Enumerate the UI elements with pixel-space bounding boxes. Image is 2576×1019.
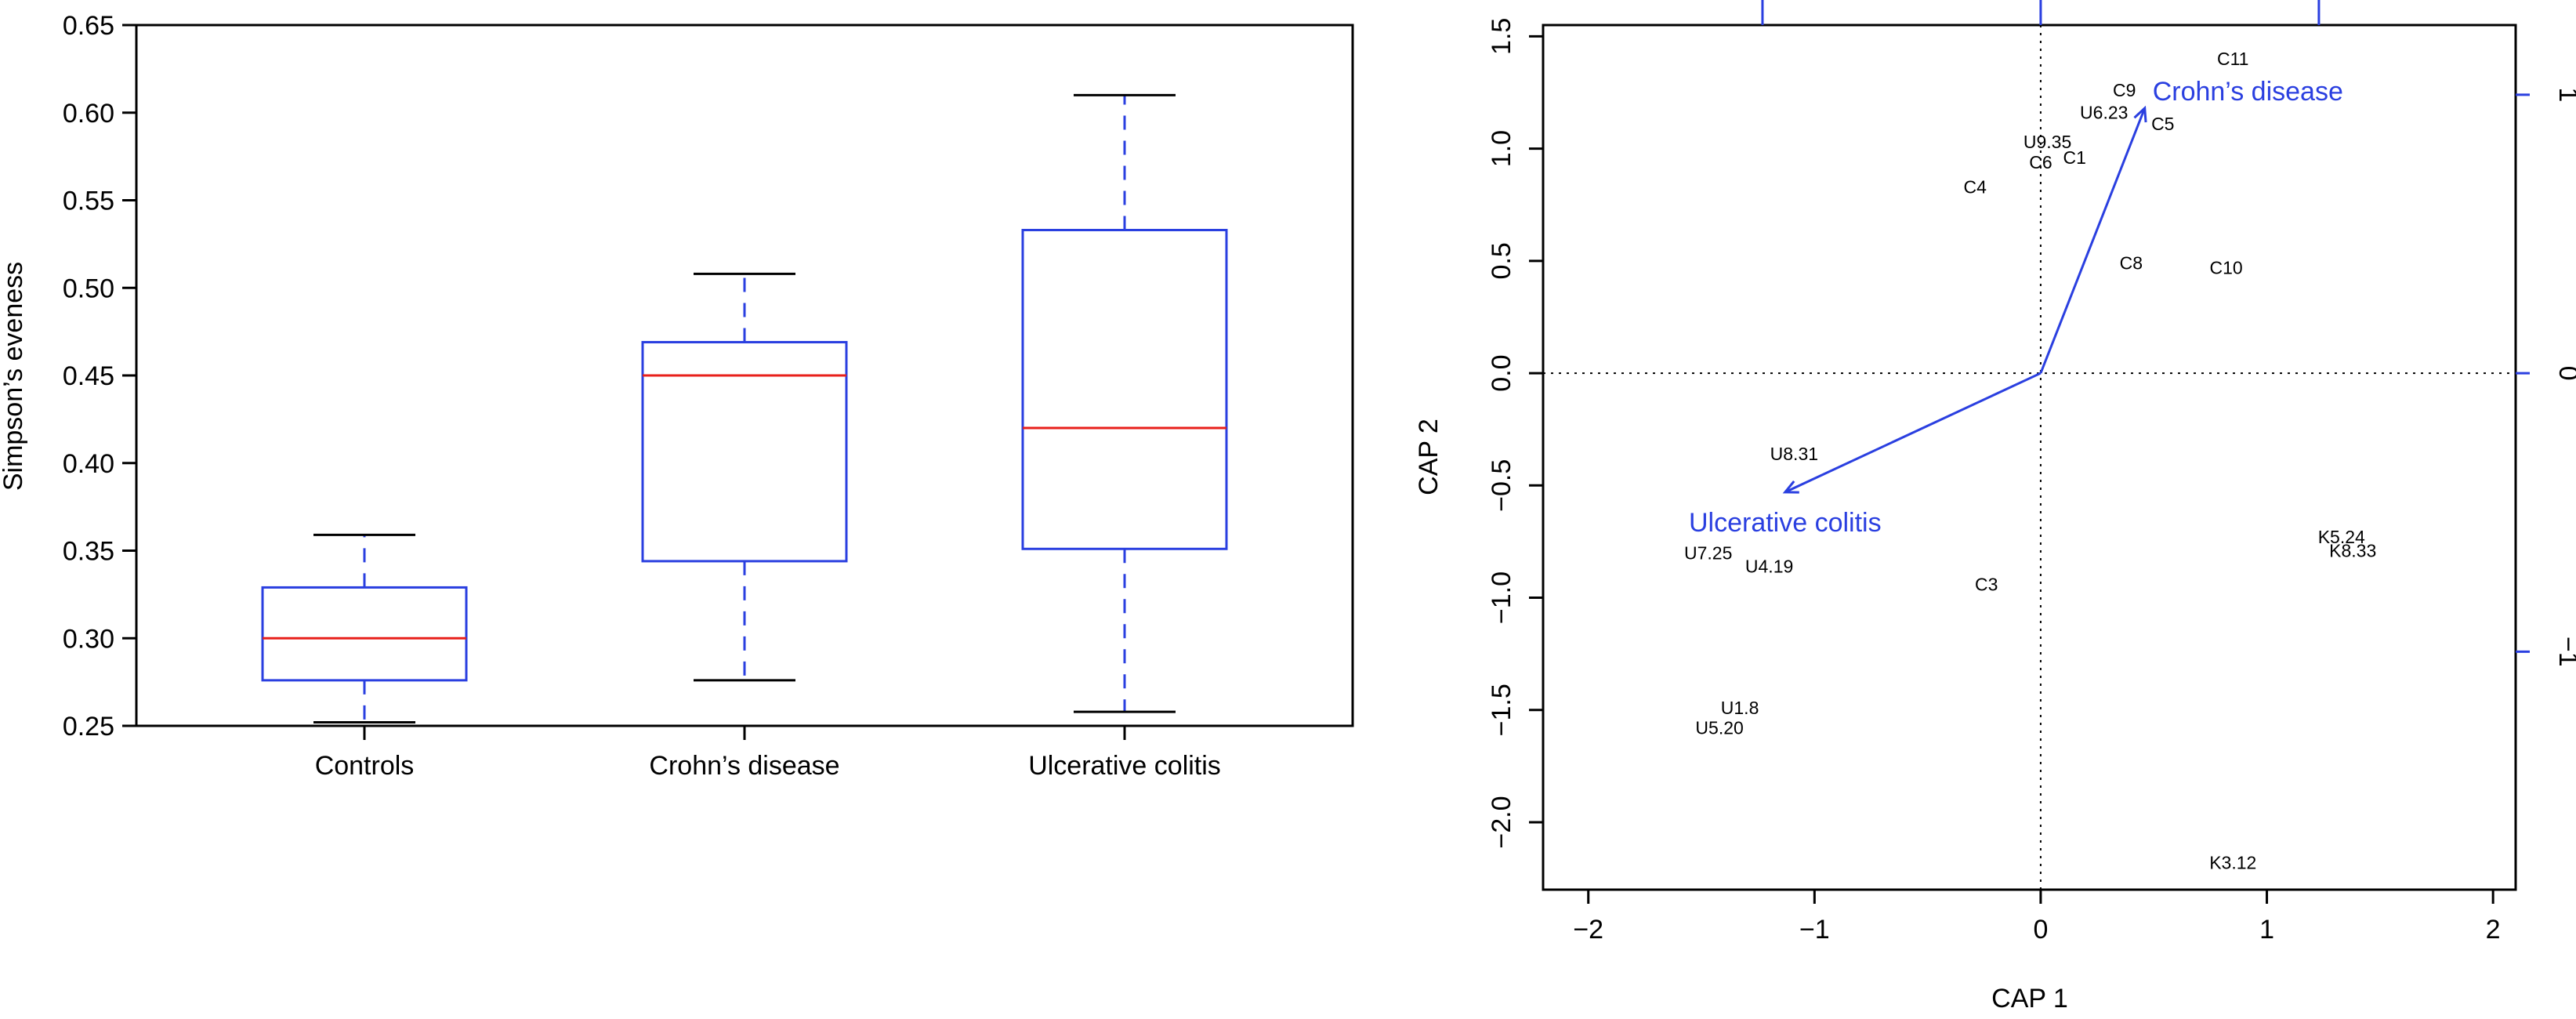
cap-point-label: C3 <box>1975 574 1998 594</box>
cap-y-tick-label: −0.5 <box>1487 459 1516 512</box>
cap-right-tick-label: −1 <box>2553 636 2576 667</box>
cap-point-label: C1 <box>2063 147 2086 168</box>
cap-vector-label: Ulcerative colitis <box>1689 508 1882 538</box>
cap-x-ticks: −2 −1 0 1 2 <box>1573 890 2501 945</box>
cap-y-ticks: −2.0 −1.5 −1.0 −0.5 0.0 0.5 1.0 1.5 <box>1487 18 1543 849</box>
cap-x-axis-label: CAP 1 <box>1991 984 2068 1014</box>
boxplot-x-tick-label: Ulcerative colitis <box>1028 751 1221 781</box>
box-1 <box>641 272 848 682</box>
boxplot-y-axis-label: Simpson’s eveness <box>0 262 28 491</box>
boxplot-x-tick-label: Crohn’s disease <box>649 751 839 781</box>
boxplot-y-tick-label: 0.35 <box>63 537 114 567</box>
box-0 <box>261 533 468 724</box>
cap-right-tick-label: 0 <box>2553 366 2576 381</box>
box-2 <box>1021 93 1228 713</box>
boxplot-panel: 0.25 0.30 0.35 0.40 0.45 0.50 0.55 0.60 0.65 Con… <box>0 11 1354 781</box>
cap-vector <box>1784 372 2042 494</box>
cap-point-label: U8.31 <box>1770 444 1818 464</box>
cap-frame <box>1542 24 2517 891</box>
boxplot-y-tick-label: 0.65 <box>63 11 114 41</box>
cap-x-tick-label: −1 <box>1799 915 1830 945</box>
cap-vector-arrowhead <box>1782 480 1799 494</box>
boxplot-x-ticks: Controls Crohn’s disease Ulcerative coliti… <box>315 726 1221 781</box>
boxplot-y-tick-label: 0.60 <box>63 99 114 129</box>
cap-right-axis-ticks: 1 0 −1 <box>2516 87 2576 667</box>
cap-x-tick-label: 1 <box>2259 915 2274 945</box>
cap-top-axis-ticks <box>1761 0 2321 25</box>
boxplot-y-tick-label: 0.55 <box>63 187 114 216</box>
boxplot-y-tick-label: 0.50 <box>63 274 114 303</box>
cap-point-label: K8.33 <box>2329 540 2376 560</box>
cap-vector-label: Crohn’s disease <box>2153 77 2343 107</box>
cap-x-tick-label: −2 <box>1573 915 1603 945</box>
cap-point-label: U4.19 <box>1745 556 1793 576</box>
box-body <box>1021 228 1228 550</box>
cap-point-label: C4 <box>1964 176 1987 197</box>
cap-y-tick-label: 0.5 <box>1487 242 1516 279</box>
cap-y-tick-label: −1.5 <box>1487 684 1516 736</box>
cap-point-label: K3.12 <box>2209 853 2256 873</box>
cap-point-label: U1.8 <box>1721 698 1759 718</box>
cap-vector-arrowhead <box>2133 105 2147 123</box>
cap-point-label: C9 <box>2113 80 2136 100</box>
cap-x-tick-label: 0 <box>2033 915 2048 945</box>
box-body <box>261 586 468 682</box>
cap-right-tick-label: 1 <box>2553 87 2576 102</box>
cap-point-label: K5.24 <box>2318 527 2365 547</box>
cap-point-label: U9.35 <box>2023 132 2071 152</box>
cap-y-tick-label: 1.5 <box>1487 18 1516 55</box>
cap-point-label: C5 <box>2151 114 2174 134</box>
box-body <box>641 341 848 563</box>
boxplot-y-ticks: 0.25 0.30 0.35 0.40 0.45 0.50 0.55 0.60 0.65 <box>63 11 136 742</box>
cap-point-label: C6 <box>2029 152 2052 172</box>
cap-point-label: C11 <box>2217 49 2249 69</box>
cap-y-tick-label: 0.0 <box>1487 354 1516 391</box>
boxplot-y-tick-label: 0.40 <box>63 449 114 479</box>
cap-y-tick-label: 1.0 <box>1487 130 1516 167</box>
cap-y-tick-label: −1.0 <box>1487 571 1516 624</box>
boxplot-y-tick-label: 0.25 <box>63 712 114 742</box>
cap-x-tick-label: 2 <box>2486 915 2501 945</box>
boxplot-y-tick-label: 0.30 <box>63 624 114 654</box>
cap-y-tick-label: −2.0 <box>1487 796 1516 848</box>
cap-reference-lines <box>1543 25 2516 890</box>
cap-point-label: U7.25 <box>1684 542 1732 563</box>
boxplot-marks <box>261 93 1228 724</box>
cap-point-label: U6.23 <box>2080 103 2128 123</box>
boxplot-y-tick-label: 0.45 <box>63 361 114 391</box>
cap-vector <box>2039 107 2147 374</box>
cap-point-label: C10 <box>2209 257 2242 277</box>
cap-vectors: Crohn’s disease Ulcerative colitis <box>1689 77 2343 538</box>
cap-point-label: C8 <box>2120 253 2143 274</box>
cap-y-axis-label: CAP 2 <box>1414 419 1444 495</box>
cap-point-label: U5.20 <box>1695 718 1743 738</box>
boxplot-x-tick-label: Controls <box>315 751 415 781</box>
